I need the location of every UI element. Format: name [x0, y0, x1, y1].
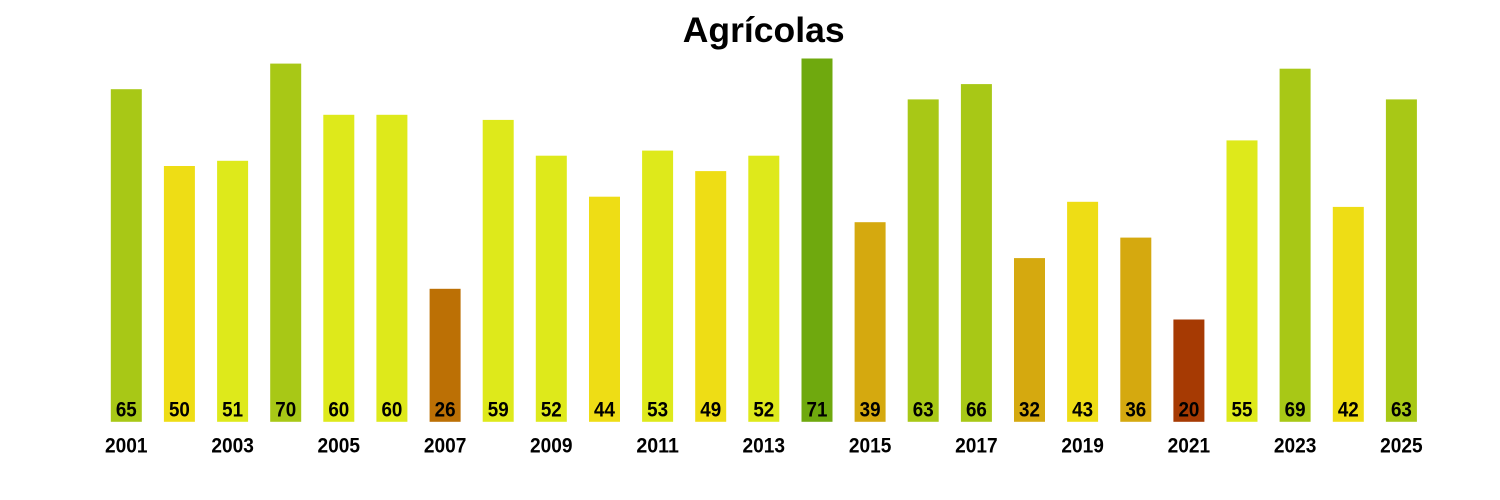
svg-text:2001: 2001: [105, 433, 148, 457]
svg-text:2025: 2025: [1380, 433, 1423, 457]
svg-text:2017: 2017: [955, 433, 998, 457]
svg-text:2003: 2003: [211, 433, 254, 457]
svg-text:55: 55: [1232, 397, 1253, 421]
svg-text:2011: 2011: [636, 433, 679, 457]
svg-text:Agrícolas: Agrícolas: [683, 10, 845, 50]
svg-text:2015: 2015: [849, 433, 892, 457]
svg-text:36: 36: [1125, 397, 1146, 421]
svg-text:2013: 2013: [743, 433, 786, 457]
svg-text:49: 49: [700, 397, 721, 421]
svg-text:26: 26: [435, 397, 456, 421]
svg-text:53: 53: [647, 397, 668, 421]
svg-text:20: 20: [1178, 397, 1199, 421]
svg-text:2021: 2021: [1168, 433, 1211, 457]
svg-text:32: 32: [1019, 397, 1040, 421]
svg-text:2005: 2005: [318, 433, 361, 457]
svg-text:39: 39: [860, 397, 881, 421]
svg-text:2009: 2009: [530, 433, 573, 457]
svg-text:51: 51: [222, 397, 243, 421]
svg-text:70: 70: [275, 397, 296, 421]
svg-text:43: 43: [1072, 397, 1093, 421]
svg-text:52: 52: [541, 397, 562, 421]
svg-text:2019: 2019: [1061, 433, 1104, 457]
svg-text:42: 42: [1338, 397, 1359, 421]
svg-text:66: 66: [966, 397, 987, 421]
svg-text:60: 60: [328, 397, 349, 421]
svg-text:60: 60: [381, 397, 402, 421]
svg-text:63: 63: [1391, 397, 1412, 421]
svg-text:2007: 2007: [424, 433, 467, 457]
svg-text:69: 69: [1285, 397, 1306, 421]
svg-text:71: 71: [807, 397, 828, 421]
svg-text:44: 44: [594, 397, 615, 421]
svg-text:59: 59: [488, 397, 509, 421]
svg-text:50: 50: [169, 397, 190, 421]
svg-text:65: 65: [116, 397, 137, 421]
svg-text:63: 63: [913, 397, 934, 421]
svg-text:2023: 2023: [1274, 433, 1317, 457]
svg-text:52: 52: [753, 397, 774, 421]
